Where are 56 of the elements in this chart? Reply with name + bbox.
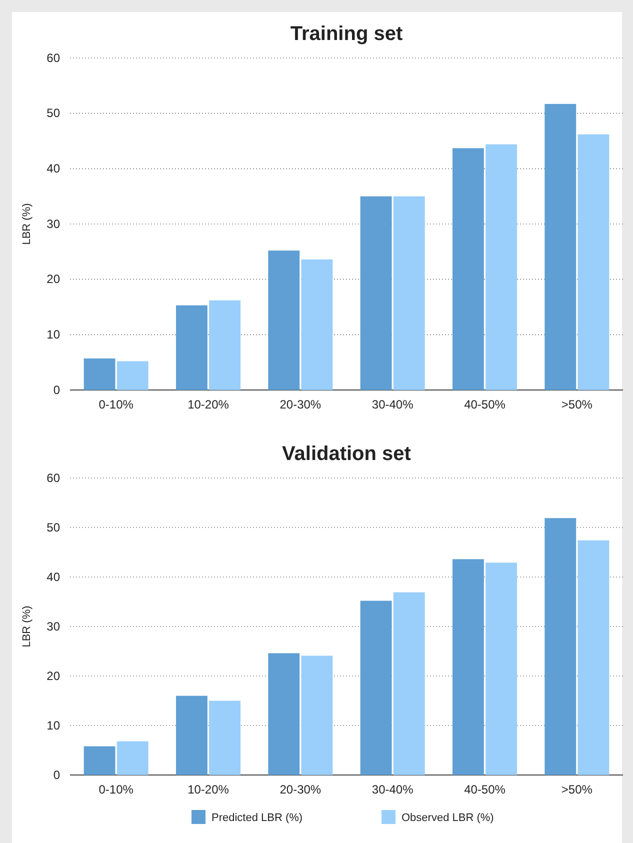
y-tick-label: 10 [46, 328, 60, 342]
bar [116, 741, 148, 775]
x-tick-label: 30-40% [372, 398, 414, 412]
x-tick-label: >50% [561, 782, 593, 797]
bar [268, 250, 300, 390]
bar [452, 559, 484, 775]
chart-title: Validation set [282, 443, 412, 465]
y-tick-label: 60 [46, 470, 60, 485]
bar [116, 361, 148, 390]
bar [544, 104, 576, 390]
bar [452, 148, 484, 390]
y-tick-label: 30 [46, 619, 60, 634]
x-tick-label: 10-20% [188, 782, 230, 797]
bar [360, 600, 392, 775]
bar [360, 196, 392, 390]
y-tick-label: 40 [46, 570, 60, 584]
y-tick-label: 10 [46, 718, 60, 732]
y-tick-label: 30 [46, 216, 60, 231]
y-tick-label: 60 [46, 50, 60, 65]
bar [544, 518, 576, 775]
bar [209, 300, 241, 390]
bar [268, 653, 300, 775]
x-tick-label: 40-50% [464, 782, 506, 797]
bar [486, 144, 518, 390]
bar [176, 696, 208, 775]
bar [209, 700, 241, 775]
legend-label: Predicted LBR (%) [212, 812, 303, 824]
y-tick-label: 40 [46, 162, 60, 176]
y-tick-label: 0 [53, 768, 60, 782]
y-tick-label: 50 [46, 520, 60, 534]
bar [176, 305, 208, 390]
bar [84, 358, 116, 390]
bar [301, 656, 333, 775]
x-tick-label: 0-10% [98, 782, 134, 797]
chart-title: Training set [290, 23, 403, 45]
legend-label: Observed LBR (%) [402, 812, 494, 824]
x-tick-label: >50% [561, 398, 593, 412]
bar [578, 134, 610, 390]
x-tick-label: 10-20% [188, 398, 230, 412]
y-axis-title: LBR (%) [21, 606, 33, 648]
bar [486, 562, 518, 775]
x-tick-label: 30-40% [372, 782, 414, 797]
bar [301, 259, 333, 390]
x-tick-label: 0-10% [98, 398, 134, 412]
bar [578, 540, 610, 775]
y-axis-title: LBR (%) [21, 203, 33, 245]
x-tick-label: 40-50% [464, 398, 506, 412]
y-tick-label: 20 [46, 272, 60, 286]
bar [393, 196, 425, 390]
x-tick-label: 20-30% [280, 398, 322, 412]
y-tick-label: 50 [46, 106, 60, 120]
bar [84, 746, 116, 775]
x-tick-label: 20-30% [280, 782, 322, 797]
y-tick-label: 0 [53, 382, 60, 397]
bar [393, 592, 425, 775]
y-tick-label: 20 [46, 668, 60, 683]
